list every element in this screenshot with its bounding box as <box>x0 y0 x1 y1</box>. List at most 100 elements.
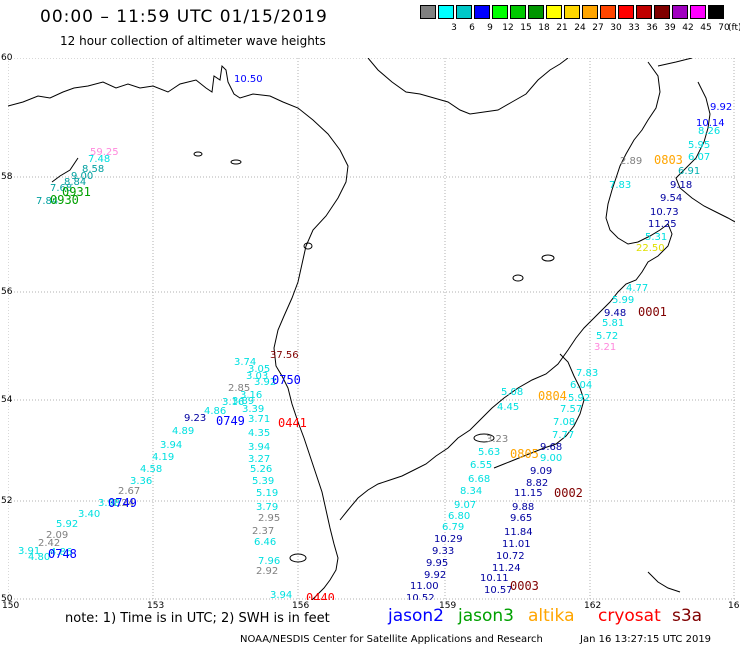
wave-height-value: 7.83 <box>609 180 631 191</box>
wave-height-value: 9.95 <box>426 558 448 569</box>
wave-height-value: 4.89 <box>172 426 194 437</box>
pass-time-label: 0441 <box>278 416 307 430</box>
wave-height-values: 10.5059.257.488.589.008.847.687.849.9210… <box>8 58 732 600</box>
legend-swatch <box>474 5 490 19</box>
wave-height-value: 9.18 <box>670 180 692 191</box>
issued-timestamp: Jan 16 13:27:15 UTC 2019 <box>580 634 712 645</box>
satellite-key-item: altika <box>528 606 575 626</box>
wave-height-value: 5.72 <box>596 331 618 342</box>
wave-height-value: 2.89 <box>620 156 642 167</box>
wave-height-value: 10.29 <box>434 534 463 545</box>
legend-label: 42 <box>682 23 694 33</box>
wave-height-value: 6.07 <box>688 152 710 163</box>
wave-height-value: 5.08 <box>501 387 523 398</box>
wave-height-value: 8.34 <box>460 486 482 497</box>
lat-label: 54 <box>1 395 13 405</box>
wave-height-value: 5.63 <box>478 447 500 458</box>
wave-height-value: 9.09 <box>530 466 552 477</box>
wave-height-value: 9.92 <box>710 102 732 113</box>
wave-height-value: 9.65 <box>510 513 532 524</box>
lat-label: 60 <box>1 53 13 63</box>
lat-label: 52 <box>1 496 13 506</box>
wave-height-value: 2.67 <box>118 486 140 497</box>
legend-swatch <box>654 5 670 19</box>
wave-height-value: 6.04 <box>570 380 592 391</box>
wave-height-value: 9.00 <box>71 171 93 182</box>
wave-height-value: 4.19 <box>152 452 174 463</box>
lon-label: 162 <box>584 601 602 611</box>
wave-height-value: 3.21 <box>594 342 616 353</box>
map-subtitle: 12 hour collection of altimeter wave hei… <box>60 34 326 48</box>
wave-height-value: 5.92 <box>568 393 590 404</box>
wave-height-value: 3.92 <box>254 377 276 388</box>
lat-label: 58 <box>1 172 13 182</box>
legend-label: 39 <box>664 23 676 33</box>
lon-label: 150 <box>2 601 20 611</box>
wave-height-value: 4.35 <box>248 428 270 439</box>
legend-swatch <box>528 5 544 19</box>
lat-label: 50 <box>1 594 13 604</box>
pass-time-label: 0803 <box>654 153 683 167</box>
legend-swatch <box>564 5 580 19</box>
pass-time-label: 0931 <box>62 185 91 199</box>
legend-label: 70 <box>718 23 730 33</box>
wave-height-value: 5.81 <box>602 318 624 329</box>
lon-label: 153 <box>147 601 165 611</box>
lon-label: 159 <box>439 601 457 611</box>
wave-height-value: 5.19 <box>256 488 278 499</box>
wave-height-value: 2.92 <box>256 566 278 577</box>
lon-label: 156 <box>292 601 310 611</box>
wave-height-value: 4.58 <box>140 464 162 475</box>
map-title: 00:00 – 11:59 UTC 01/15/2019 <box>40 7 328 27</box>
wave-height-value: 5.92 <box>56 519 78 530</box>
wave-height-value: 8.82 <box>526 478 548 489</box>
wave-height-value: 6.91 <box>678 166 700 177</box>
wave-height-value: 3.79 <box>256 502 278 513</box>
wave-height-value: 2.85 <box>228 383 250 394</box>
pass-time-label: 0003 <box>510 579 539 593</box>
legend-swatch <box>420 5 436 19</box>
wave-height-value: 10.57 <box>484 585 513 596</box>
wave-height-value: 5.95 <box>688 140 710 151</box>
wave-height-value: 11.24 <box>492 563 521 574</box>
legend-label: 18 <box>538 23 550 33</box>
wave-height-value: 9.68 <box>540 442 562 453</box>
wave-height-value: 4.45 <box>497 402 519 413</box>
altimeter-map: 10.5059.257.488.589.008.847.687.849.9210… <box>8 58 735 600</box>
wave-height-value: 10.52 <box>406 593 435 600</box>
wave-height-value: 6.32 <box>8 58 30 61</box>
wave-height-value: 10.11 <box>480 573 509 584</box>
wave-height-value: 11.15 <box>514 488 543 499</box>
satellite-key-item: cryosat <box>598 606 661 626</box>
legend-label: 12 <box>502 23 514 33</box>
legend-swatch <box>618 5 634 19</box>
wave-height-value: 9.33 <box>432 546 454 557</box>
wave-height-value: 9.00 <box>540 453 562 464</box>
wave-height-value: 8.26 <box>698 126 720 137</box>
wave-height-value: 3.16 <box>240 390 262 401</box>
satellite-key-item: s3a <box>672 606 703 626</box>
legend-swatch <box>438 5 454 19</box>
wave-height-value: 4.80 <box>28 552 50 563</box>
wave-height-value: 59.25 <box>90 147 119 158</box>
wave-height-value: 5.39 <box>252 476 274 487</box>
legend-swatch <box>600 5 616 19</box>
wave-height-value: 2.37 <box>252 526 274 537</box>
wave-height-value: 3.91 <box>18 546 40 557</box>
legend-label: 9 <box>487 23 493 33</box>
wave-height-value: 2.42 <box>38 538 60 549</box>
legend-label: 45 <box>700 23 712 33</box>
wave-height-value: 7.77 <box>552 430 574 441</box>
legend-label: 36 <box>646 23 658 33</box>
graticule <box>8 58 735 600</box>
wave-height-value: 3.74 <box>234 357 256 368</box>
wave-height-value: 9.54 <box>660 193 682 204</box>
wave-height-value: 9.07 <box>454 500 476 511</box>
wave-height-value: 2.95 <box>258 513 280 524</box>
wave-height-value: 7.68 <box>50 183 72 194</box>
legend-label: 33 <box>628 23 640 33</box>
legend-unit: (ft) <box>728 23 740 33</box>
wave-height-value: 9.88 <box>512 502 534 513</box>
legend-swatch <box>636 5 652 19</box>
